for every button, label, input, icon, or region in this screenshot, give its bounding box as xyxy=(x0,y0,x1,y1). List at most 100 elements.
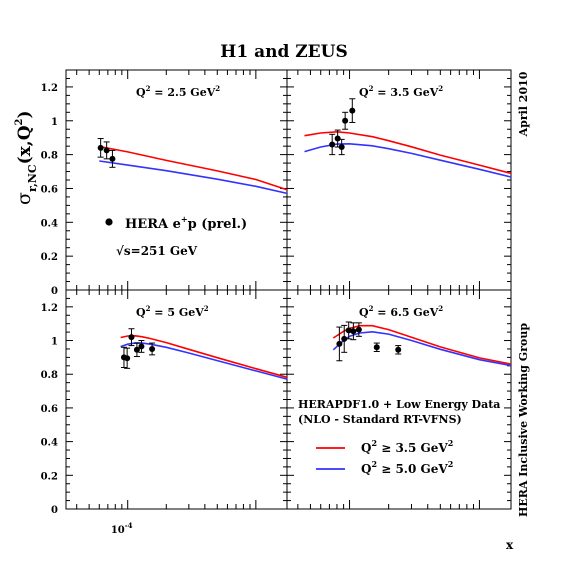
y-tick-label: 0.8 xyxy=(41,370,58,381)
y-tick-label: 0.6 xyxy=(41,184,58,195)
data-point xyxy=(133,346,140,353)
data-point xyxy=(124,355,131,362)
legend-bottom: HERAPDF1.0 + Low Energy Data (NLO - Stan… xyxy=(298,398,500,476)
legend-entry-label: Q2 ≥ 5.0 GeV2 xyxy=(361,459,453,476)
panel-label-part: = 3.5 GeV xyxy=(373,86,438,99)
data-point xyxy=(336,340,343,347)
panel-2: Q2 = 3.5 GeV2 xyxy=(287,69,512,291)
legend-energy: √s=251 GeV xyxy=(116,244,198,258)
legend-model-line1: HERAPDF1.0 + Low Energy Data xyxy=(298,398,500,411)
panel-label-part: = 2.5 GeV xyxy=(150,86,215,99)
y-tick-label: 1 xyxy=(51,117,58,128)
data-point xyxy=(128,334,135,341)
y-tick-label: 1.2 xyxy=(41,83,58,94)
data-point xyxy=(334,135,341,142)
panels: 00.20.40.60.811.2 Q2 = 2.5 GeV2 Q2 = 3.5 G… xyxy=(41,69,512,536)
panel-label-part: = 5 GeV xyxy=(150,306,204,319)
panel-label: Q2 = 5 GeV2 xyxy=(136,304,209,319)
y-axis-label-main: σ xyxy=(13,192,35,205)
legend-data-marker xyxy=(105,218,113,226)
data-point xyxy=(329,141,336,148)
y-tick-label: 0 xyxy=(51,286,58,297)
fit-curve-q2-3.5 xyxy=(304,130,512,175)
y-tick-label: 0.6 xyxy=(41,404,58,415)
side-label-bottom: HERA Inclusive Working Group xyxy=(517,323,530,517)
fit-curve-q2-5.0 xyxy=(304,142,512,178)
panel-label-part: Q xyxy=(136,86,146,99)
legend-entry-label-part: ≥ 5.0 GeV xyxy=(377,462,448,476)
panel-label: Q2 = 2.5 GeV2 xyxy=(136,84,220,99)
data-point xyxy=(138,343,145,350)
panel-label-part: 2 xyxy=(438,84,443,93)
legend-entry-label: Q2 ≥ 3.5 GeV2 xyxy=(361,438,453,455)
legend-data-label: HERA e+p (prel.) xyxy=(125,214,247,232)
y-axis-label: σr,NC(x,Q2) xyxy=(13,110,39,205)
data-point xyxy=(395,346,402,353)
legend-entry-label-part: 2 xyxy=(371,438,377,448)
data-point xyxy=(373,344,380,351)
legend-entry-label-part: 2 xyxy=(448,459,454,469)
y-tick-label: 0.2 xyxy=(41,471,58,482)
fit-curve-q2-5.0 xyxy=(120,342,288,380)
panel-label-part: Q xyxy=(136,306,146,319)
data-point xyxy=(355,326,362,333)
data-point xyxy=(109,155,116,162)
panel-label-part: 2 xyxy=(215,84,220,93)
data-point xyxy=(345,327,352,334)
data-point xyxy=(103,147,110,154)
data-point xyxy=(149,345,156,352)
panel-label-part: Q xyxy=(359,306,369,319)
panel-4: Q2 = 6.5 GeV2 xyxy=(287,289,512,510)
legend-data-label-post: p (prel.) xyxy=(188,217,248,232)
y-tick-label: 0.2 xyxy=(41,252,58,263)
data-point xyxy=(338,144,345,150)
data-point xyxy=(342,117,349,124)
data-point xyxy=(349,107,356,114)
legend-entry-label-part: 2 xyxy=(448,438,454,448)
y-axis-label-close: ) xyxy=(15,110,35,118)
y-tick-label: 0.4 xyxy=(41,218,58,229)
panel-label-part: 2 xyxy=(204,304,209,313)
y-tick-label: 1.2 xyxy=(41,303,58,314)
legend-entry-label-part: Q xyxy=(361,462,371,476)
panel-label-part: Q xyxy=(359,86,369,99)
panel-label-part: 2 xyxy=(369,84,374,93)
y-tick-label: 0.8 xyxy=(41,151,58,162)
panel-label-part: 2 xyxy=(438,304,443,313)
y-axis-label-sup: 2 xyxy=(14,118,25,125)
fit-curve-q2-5.0 xyxy=(332,330,512,367)
panel-label-part: 2 xyxy=(146,84,151,93)
data-point xyxy=(350,328,357,335)
legend-data-label-pre: HERA e xyxy=(125,217,181,232)
data-point xyxy=(97,144,104,151)
x-axis-label: x xyxy=(506,538,514,552)
panel-label-part: = 6.5 GeV xyxy=(373,306,438,319)
legend-data-label-sup: + xyxy=(181,214,188,224)
panel-1: 00.20.40.60.811.2 Q2 = 2.5 GeV2 xyxy=(41,69,288,297)
data-point xyxy=(341,335,348,342)
y-tick-label: 0 xyxy=(51,505,58,516)
fit-curve-q2-5.0 xyxy=(99,160,288,195)
figure-title: H1 and ZEUS xyxy=(220,42,347,62)
legend-entry-label-part: ≥ 3.5 GeV xyxy=(377,441,448,455)
legend-entry-label-part: Q xyxy=(361,441,371,455)
x-tick-label-exp: -4 xyxy=(125,521,133,530)
x-tick-label: 10-4 xyxy=(111,521,133,536)
y-axis-label-rest: (x,Q xyxy=(15,125,35,164)
panel-label: Q2 = 6.5 GeV2 xyxy=(359,304,443,319)
fit-curve-q2-3.5 xyxy=(99,145,288,191)
y-tick-label: 1 xyxy=(51,337,58,348)
panel-label-part: 2 xyxy=(146,304,151,313)
y-tick-label: 0.4 xyxy=(41,438,58,449)
legend-model-line2: (NLO - Standard RT-VFNS) xyxy=(298,413,462,426)
legend-entry-label-part: 2 xyxy=(371,459,377,469)
panel-label-part: 2 xyxy=(369,304,374,313)
y-axis-label-sub: r,NC xyxy=(26,164,39,192)
x-tick-label-base: 10 xyxy=(111,525,125,536)
panel-label: Q2 = 3.5 GeV2 xyxy=(359,84,443,99)
legend-top: HERA e+p (prel.) √s=251 GeV xyxy=(105,214,247,258)
side-label-top: April 2010 xyxy=(517,71,530,137)
